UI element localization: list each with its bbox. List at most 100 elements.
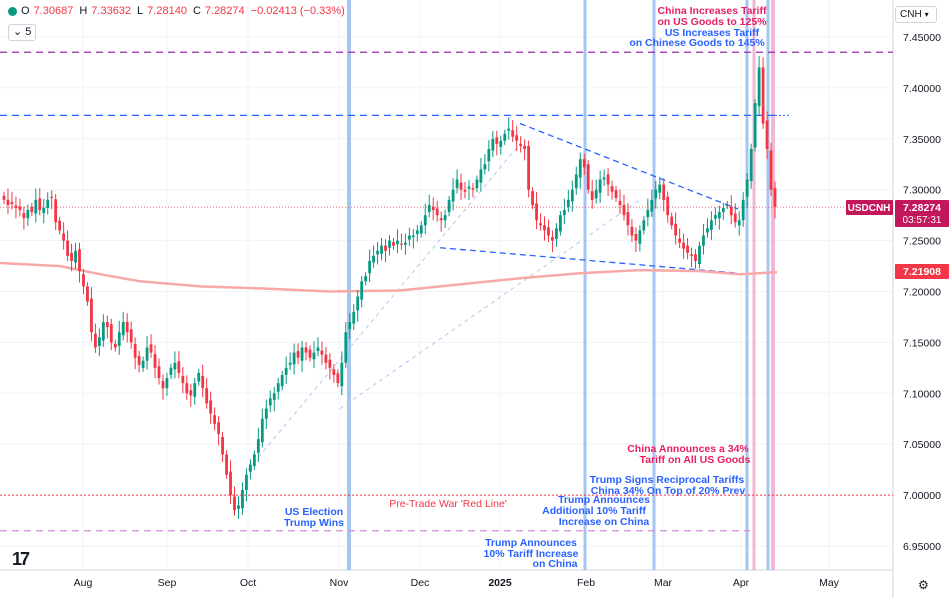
candle-body	[415, 230, 419, 234]
candle-body	[66, 240, 69, 256]
candle-body	[368, 260, 372, 274]
candle-body	[570, 189, 574, 202]
candle-body	[702, 235, 705, 246]
candle-body	[276, 383, 280, 392]
candle-body	[463, 189, 467, 192]
candle-body	[360, 281, 364, 300]
price-axis[interactable]: 7.45000 7.40000 7.35000 7.30000 7.25000 7.200…	[903, 32, 941, 553]
candle-body	[10, 201, 14, 204]
candle-body	[312, 352, 316, 360]
uptrend-line-2	[339, 199, 641, 409]
candle-body	[757, 67, 761, 107]
candle-body	[698, 245, 701, 265]
candle-body	[690, 254, 693, 256]
candle-body	[94, 333, 97, 348]
candle-body	[177, 361, 181, 373]
candle-body	[678, 238, 682, 243]
candle-body	[733, 213, 737, 223]
candle-body	[507, 128, 511, 131]
candle-body	[149, 344, 153, 353]
candle-body	[602, 177, 606, 180]
candles	[2, 56, 777, 520]
candle-body	[62, 233, 66, 241]
low-label: L	[137, 5, 144, 17]
high-label: H	[79, 5, 88, 17]
candle-body	[674, 223, 678, 236]
candle-body	[562, 210, 566, 216]
ma-label-box	[895, 264, 949, 279]
candle-body	[682, 242, 685, 249]
annotation-us-145-line2: on Chinese Goods to 145%	[629, 37, 765, 49]
candle-body	[717, 212, 721, 219]
candle-body	[181, 375, 185, 384]
candle-body	[14, 205, 18, 209]
candle-body	[129, 329, 133, 343]
candle-body	[407, 235, 411, 240]
candle-body	[515, 135, 519, 141]
candle-body	[423, 215, 427, 226]
candle-body	[713, 215, 717, 219]
candle-body	[268, 398, 272, 406]
candle-body	[18, 206, 22, 211]
candle-body	[654, 189, 658, 199]
candle-body	[189, 390, 193, 396]
candle-body	[308, 349, 312, 358]
candle-body	[626, 212, 630, 226]
candle-body	[471, 188, 475, 190]
indicator-legend-toggle[interactable]: ⌄ 5	[8, 24, 37, 41]
currency-selector[interactable]: CNH ▾	[895, 6, 937, 23]
currency-label: CNH	[900, 9, 922, 20]
candle-body	[157, 366, 161, 379]
candle-body	[137, 356, 141, 365]
candle-body	[288, 362, 292, 365]
candle-body	[82, 274, 85, 287]
annotations: China Increases Tariff on US Goods to 12…	[284, 5, 767, 570]
candle-body	[256, 439, 260, 453]
candle-body	[511, 130, 515, 137]
candle-body	[741, 199, 745, 221]
candle-body	[555, 228, 558, 240]
candle-body	[634, 233, 638, 241]
candle-body	[201, 375, 205, 389]
y-tick-label: 6.95000	[903, 541, 941, 553]
candle-body	[34, 199, 38, 214]
y-tick-label: 7.30000	[903, 185, 941, 197]
candle-body	[101, 322, 105, 341]
candle-body	[284, 367, 288, 375]
annotation-additional-line2: Additional 10% Tariff	[542, 505, 646, 517]
candle-body	[197, 372, 201, 382]
y-tick-label: 7.00000	[903, 490, 941, 502]
candle-body	[614, 190, 618, 198]
candle-body	[638, 230, 642, 244]
annotation-election-line2: Trump Wins	[284, 517, 344, 529]
price-value: 7.28274	[903, 202, 941, 214]
candle-body	[721, 208, 725, 213]
candle-body	[662, 184, 666, 200]
candle-body	[483, 164, 487, 170]
candle-body	[42, 208, 46, 214]
candle-body	[324, 354, 328, 363]
candle-body	[252, 454, 256, 467]
tradingview-logo-icon[interactable]: 17	[12, 549, 30, 569]
candle-body	[459, 182, 463, 190]
candle-body	[558, 215, 562, 232]
y-tick-label: 7.35000	[903, 134, 941, 146]
x-tick-label: May	[819, 577, 840, 589]
candle-body	[618, 200, 622, 205]
candle-body	[300, 347, 304, 361]
annotation-first-10-line2: 10% Tariff Increase	[484, 548, 579, 560]
candle-body	[419, 225, 423, 234]
event-lines	[347, 0, 775, 570]
candle-body	[710, 220, 713, 230]
gear-icon[interactable]: ⚙	[918, 578, 929, 592]
price-labels: USDCNH 7.28274 03:57:31 7.21908	[846, 200, 949, 279]
x-tick-label: Mar	[654, 577, 673, 589]
candle-body	[666, 196, 670, 216]
time-axis[interactable]: Aug Sep Oct Nov Dec 2025 Feb Mar Apr May	[74, 577, 840, 589]
candle-body	[535, 203, 538, 221]
candle-body	[694, 254, 697, 261]
candle-body	[622, 204, 626, 216]
candle-body	[686, 245, 689, 253]
